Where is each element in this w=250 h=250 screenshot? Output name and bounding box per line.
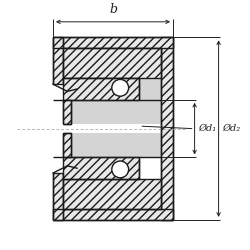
Circle shape [112,80,128,96]
Text: b: b [109,3,117,16]
Text: Ød₂: Ød₂ [222,124,240,133]
Polygon shape [161,38,173,220]
Text: Ød₁: Ød₁ [198,124,216,133]
Polygon shape [5,124,62,134]
Polygon shape [53,38,173,48]
Polygon shape [62,179,161,209]
Polygon shape [62,78,140,100]
Polygon shape [71,48,161,124]
Polygon shape [53,209,173,220]
Polygon shape [53,38,62,84]
Polygon shape [62,100,71,124]
Polygon shape [62,134,71,158]
Circle shape [112,161,128,178]
Polygon shape [62,48,161,78]
Polygon shape [53,173,62,220]
Polygon shape [71,134,161,158]
Polygon shape [62,158,140,179]
Polygon shape [71,100,161,124]
